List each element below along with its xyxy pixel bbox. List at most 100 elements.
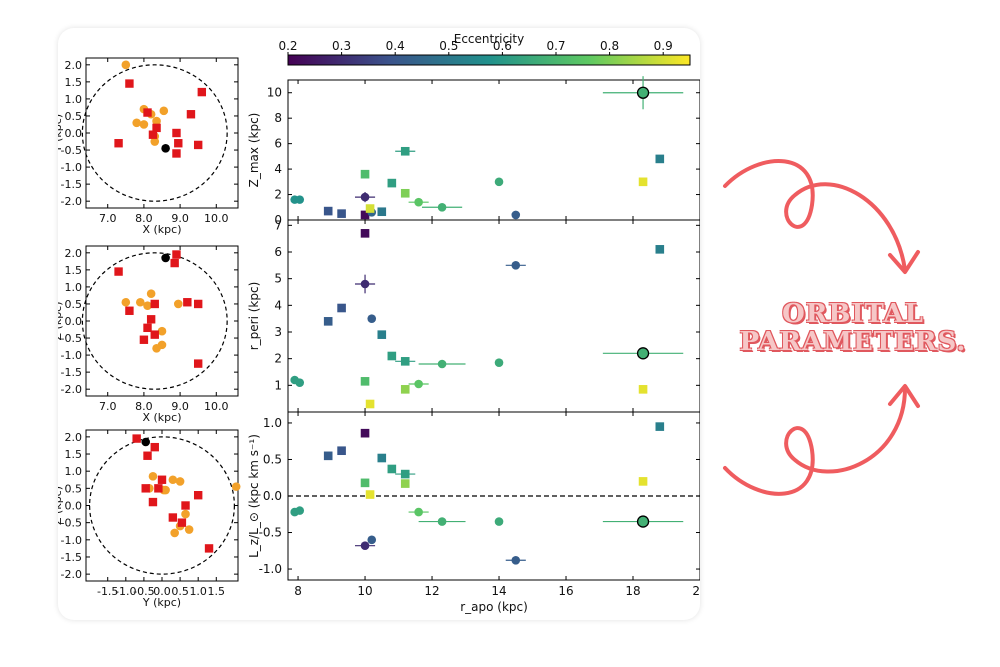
orbit-point-square — [655, 154, 665, 164]
star-point-square — [186, 110, 196, 119]
orbit-point-square — [360, 478, 370, 488]
xtick-label: -1.5 — [97, 585, 118, 598]
xtick-label: 7.0 — [99, 400, 117, 413]
star-point-square — [150, 442, 159, 452]
star-point-square — [172, 128, 181, 138]
colorbar-label: Eccentricity — [454, 32, 524, 46]
star-point-square — [150, 299, 159, 309]
star-point-square — [114, 267, 123, 276]
xtick-label: 1.0 — [189, 585, 207, 598]
orbit-point-square — [323, 317, 333, 326]
ytick-label: 2.0 — [65, 59, 83, 72]
xtick-label: 18 — [625, 584, 640, 598]
ytick-label: 3 — [274, 325, 282, 339]
sun-point — [161, 144, 170, 153]
orbit-point-square — [337, 303, 346, 313]
star-point-square — [193, 359, 203, 368]
ytick-label: 10 — [267, 86, 282, 100]
ytick-label: 0.5 — [263, 452, 282, 466]
star-point-square — [141, 484, 150, 493]
orbit-point-square — [377, 330, 387, 339]
ytick-label: 0.0 — [65, 315, 83, 328]
xtick-label: 8 — [294, 584, 302, 598]
orbit-point-square — [400, 479, 410, 488]
x-axis-label: r_apo (kpc) — [460, 600, 528, 614]
star-point-circle — [146, 289, 156, 299]
ytick-label: 0.5 — [65, 110, 83, 123]
star-point-square — [170, 258, 179, 268]
orbit-point-circle — [511, 210, 521, 220]
y-axis-label: L_z/L_⊙ (kpc km s⁻¹) — [247, 434, 261, 558]
ytick-label: 6 — [274, 137, 282, 151]
orbit-point-circle — [437, 517, 447, 526]
ytick-label: 0.0 — [65, 500, 83, 513]
ytick-label: -1.0 — [259, 562, 282, 576]
boundary-circle — [81, 252, 228, 390]
star-point-square — [174, 139, 183, 148]
colorbar-tick-label: 0.8 — [600, 39, 619, 53]
ytick-label: 8 — [274, 111, 282, 125]
orbit-point-circle — [295, 506, 305, 515]
panel-frame-yz — [85, 429, 239, 582]
orbit-point-square — [400, 188, 410, 198]
star-point-square — [193, 140, 203, 150]
colorbar-tick-label: 0.2 — [278, 39, 297, 53]
panel-frame-lz — [287, 411, 700, 581]
orbit-point-circle — [295, 195, 305, 204]
star-point-circle — [150, 137, 160, 146]
ytick-label: -0.5 — [259, 526, 282, 540]
orbit-point-circle — [360, 192, 370, 202]
star-point-square — [125, 306, 134, 315]
orbit-point-circle — [511, 555, 521, 565]
star-point-circle — [170, 528, 179, 538]
orbit-point-square — [400, 385, 410, 394]
y-axis-label: Z (kpc) — [58, 486, 64, 525]
orbit-point-circle — [437, 202, 447, 212]
orbit-point-square — [337, 446, 346, 456]
star-point-circle — [148, 472, 158, 481]
ytick-label: 1 — [274, 378, 282, 392]
xtick-label: 1.5 — [208, 585, 226, 598]
star-point-square — [177, 518, 187, 527]
y-axis-label: Z (kpc) — [58, 301, 64, 340]
orbit-point-square — [360, 169, 370, 179]
star-point-circle — [121, 297, 131, 307]
caption-title: ORBITAL PARAMETERS. — [718, 300, 988, 356]
ytick-label: 4 — [274, 162, 282, 176]
orbit-point-square — [387, 178, 397, 188]
x-axis-label: X (kpc) — [142, 411, 181, 424]
ytick-label: 1.0 — [65, 93, 83, 106]
y-axis-label: r_peri (kpc) — [247, 282, 261, 351]
star-point-square — [143, 451, 152, 460]
star-point-square — [152, 123, 161, 133]
star-point-circle — [143, 301, 152, 310]
ytick-label: 1.0 — [65, 281, 83, 294]
orbit-point-circle — [295, 378, 305, 387]
ytick-label: 5 — [274, 272, 282, 286]
orbit-point-square — [365, 490, 375, 499]
star-point-square — [132, 434, 141, 443]
star-point-circle — [173, 299, 183, 309]
star-point-circle — [168, 475, 178, 485]
orbit-point-highlight — [636, 86, 650, 99]
ytick-label: 1.0 — [263, 416, 282, 430]
xtick-label: 14 — [491, 584, 506, 598]
orbit-point-square — [638, 177, 648, 187]
orbit-point-circle — [494, 177, 504, 187]
orbit-point-square — [360, 229, 370, 238]
star-point-circle — [139, 120, 149, 129]
colorbar-tick-label: 0.4 — [386, 39, 405, 53]
ytick-label: -1.5 — [61, 178, 82, 191]
star-point-circle — [132, 118, 141, 128]
star-point-square — [154, 484, 163, 493]
colorbar-tick-label: 0.6 — [493, 39, 512, 53]
orbit-point-square — [337, 209, 346, 218]
star-point-square — [114, 139, 123, 148]
star-point-square — [193, 299, 203, 309]
ytick-label: 0.0 — [263, 489, 282, 503]
star-point-circle — [175, 477, 185, 486]
star-point-square — [157, 475, 167, 484]
star-point-square — [183, 298, 192, 307]
orbit-point-square — [387, 464, 397, 474]
ytick-label: -1.0 — [61, 161, 82, 174]
